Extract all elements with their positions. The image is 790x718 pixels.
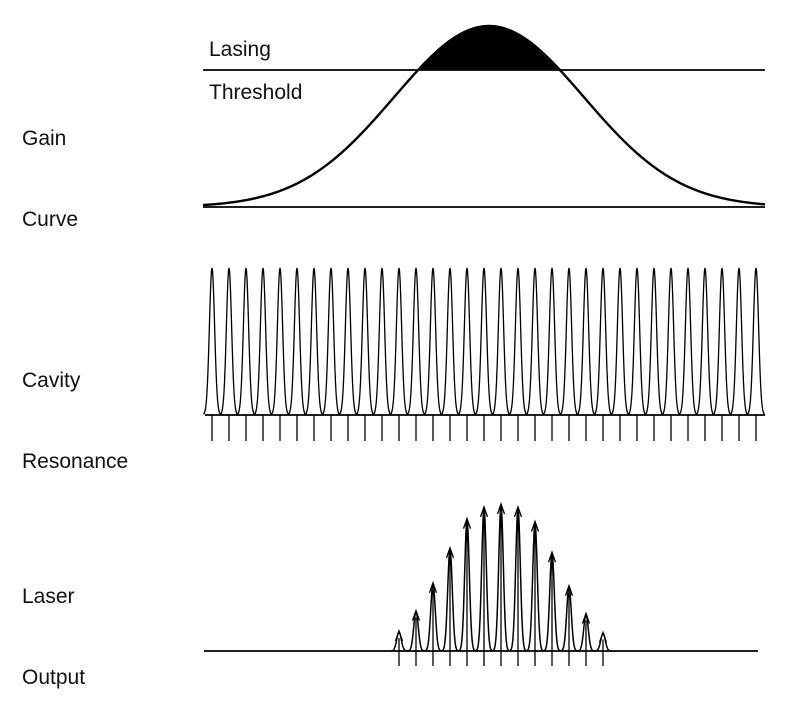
cavity-mode-peak: [288, 267, 306, 415]
cavity-mode-peak: [611, 267, 629, 415]
cavity-mode-peak: [254, 267, 272, 415]
cavity-mode-peak: [237, 267, 255, 415]
lasing-region: [418, 26, 560, 70]
cavity-mode-peak: [441, 267, 459, 415]
cavity-mode-peak: [475, 267, 493, 415]
cavity-resonance-panel: [203, 267, 765, 441]
cavity-mode-peak: [220, 267, 238, 415]
gain-curve-label-line2: Curve: [22, 208, 79, 231]
cavity-mode-peak: [305, 267, 323, 415]
cavity-mode-peak: [730, 267, 748, 415]
output-mode-arrowhead: [394, 629, 404, 642]
cavity-mode-peak: [390, 267, 408, 415]
gain-curve: [202, 24, 766, 207]
cavity-mode-peak: [492, 267, 510, 415]
output-mode-arrowhead: [513, 504, 523, 518]
cavity-mode-peak: [373, 267, 391, 415]
output-mode-arrowhead: [411, 608, 421, 621]
cavity-mode-peak: [407, 267, 425, 415]
output-mode-arrowhead: [564, 583, 574, 596]
lasing-label: Lasing: [209, 38, 271, 61]
gain-curve-panel: [202, 24, 766, 208]
cavity-mode-peak: [560, 267, 578, 415]
cavity-mode-peak: [356, 267, 374, 415]
laser-output-label-line1: Laser: [22, 585, 75, 608]
cavity-resonance-label-line1: Cavity: [22, 369, 81, 392]
cavity-mode-peak: [543, 267, 561, 415]
cavity-mode-peak: [458, 267, 476, 415]
cavity-mode-peak: [594, 267, 612, 415]
cavity-mode-peak: [526, 267, 544, 415]
cavity-mode-peak: [645, 267, 663, 415]
output-mode-arrowhead: [598, 630, 608, 643]
cavity-mode-peak: [577, 267, 595, 415]
output-mode-arrowhead: [547, 550, 557, 563]
cavity-mode-peak: [662, 267, 680, 415]
output-mode-arrowhead: [530, 519, 540, 532]
output-mode-arrowhead: [462, 516, 472, 529]
cavity-mode-peak: [713, 267, 731, 415]
cavity-mode-peak: [509, 267, 527, 415]
laser-output-panel: [204, 502, 758, 666]
cavity-mode-peak: [271, 267, 289, 415]
laser-modes-diagram: [202, 24, 766, 666]
cavity-mode-peak: [322, 267, 340, 415]
output-mode-arrowhead: [479, 504, 489, 518]
cavity-mode-peak: [747, 267, 765, 415]
cavity-resonance-label-line2: Resonance: [22, 450, 129, 473]
cavity-mode-peak: [203, 267, 221, 415]
output-mode-arrowhead: [496, 502, 506, 515]
cavity-mode-peak: [424, 267, 442, 415]
gain-curve-label: Gain Curve: [22, 71, 78, 260]
cavity-mode-peak: [339, 267, 357, 415]
threshold-label: Threshold: [209, 81, 303, 104]
output-mode-arrowhead: [445, 545, 455, 559]
laser-output-label: Laser Output: [22, 529, 85, 718]
output-mode-arrowhead: [581, 611, 591, 624]
gain-curve-label-line1: Gain: [22, 127, 67, 150]
cavity-mode-peak: [696, 267, 714, 415]
cavity-resonance-label: Cavity Resonance: [22, 313, 128, 502]
laser-output-label-line2: Output: [22, 666, 86, 689]
cavity-mode-peak: [679, 267, 697, 415]
cavity-mode-peak: [628, 267, 646, 415]
output-mode-arrowhead: [428, 580, 438, 594]
